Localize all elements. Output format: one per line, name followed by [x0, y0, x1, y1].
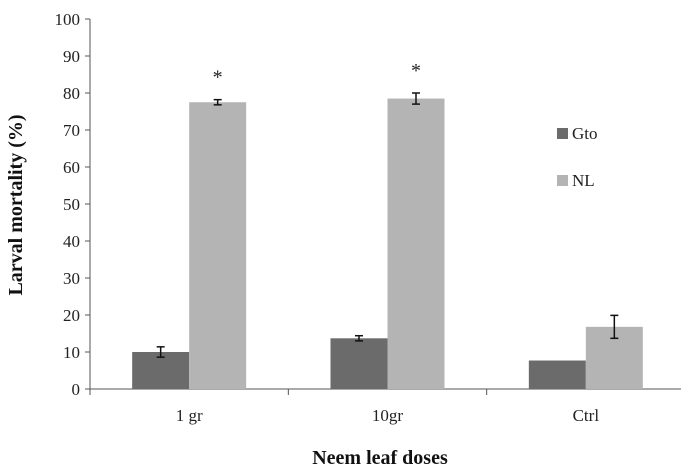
significance-marker: *	[213, 67, 223, 89]
y-tick-label: 50	[63, 195, 80, 214]
bar	[330, 338, 388, 389]
y-tick-label: 10	[63, 343, 80, 362]
legend-label: NL	[572, 171, 595, 190]
y-tick-label: 70	[63, 121, 80, 140]
significance-marker: *	[411, 60, 421, 82]
y-axis-title: Larval mortality (%)	[5, 114, 27, 295]
y-tick-label: 60	[63, 158, 80, 177]
bar	[189, 102, 247, 389]
bar	[528, 360, 586, 389]
legend-label: Gto	[572, 124, 598, 143]
y-tick-label: 30	[63, 269, 80, 288]
bar	[132, 352, 190, 389]
y-tick-label: 0	[72, 380, 81, 399]
y-tick-label: 100	[55, 10, 81, 29]
x-tick-label: Ctrl	[573, 406, 600, 425]
legend-swatch	[557, 175, 568, 186]
legend-swatch	[557, 128, 568, 139]
y-tick-label: 80	[63, 84, 80, 103]
y-tick-label: 40	[63, 232, 80, 251]
bar	[387, 98, 445, 390]
error-bars	[156, 92, 619, 358]
bars	[132, 98, 643, 390]
x-axis-title: Neem leaf doses	[312, 447, 448, 469]
y-tick-label: 90	[63, 47, 80, 66]
legend: Gto NL	[557, 124, 598, 190]
x-tick-label: 1 gr	[176, 406, 203, 425]
y-tick-label: 20	[63, 306, 80, 325]
x-tick-label: 10gr	[372, 406, 404, 425]
labels: 0 10 20 30 40 50 60 70 80 90 100 1 gr 10gr Ctrl * *	[55, 10, 600, 425]
